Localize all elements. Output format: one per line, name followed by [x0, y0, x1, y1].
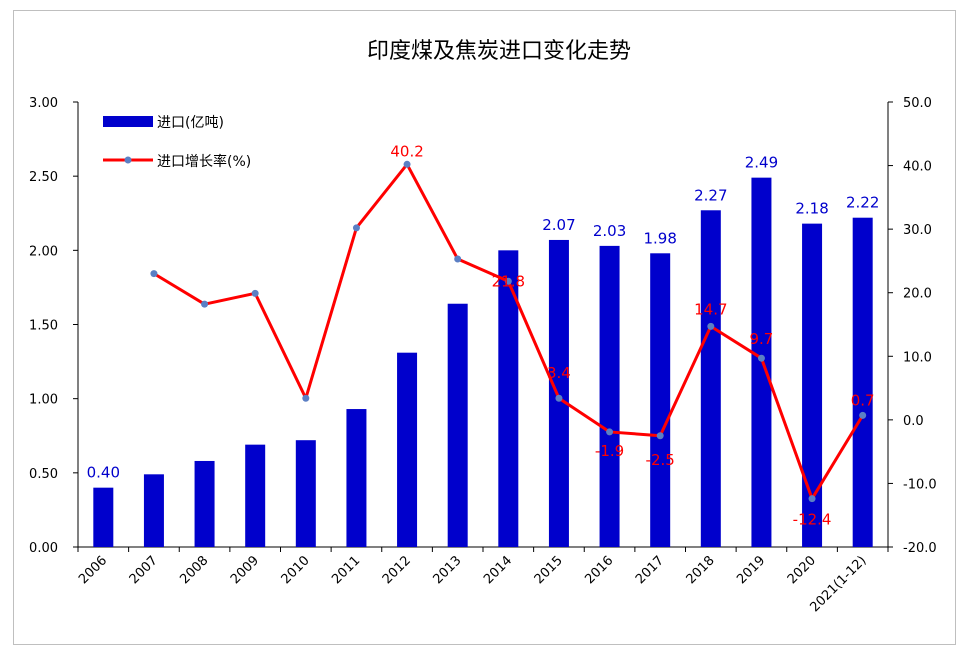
y-right-tick-label: 30.0 — [903, 223, 932, 238]
y-left-tick-label: 3.00 — [29, 96, 58, 111]
legend-line-label: 进口增长率(%) — [157, 153, 251, 170]
axes-layer: 0.00 0.50 1.00 1.50 2.00 2.50 3.00 -20.0 -10.0 0.… — [29, 96, 937, 615]
bar-2021(1-12) — [852, 217, 873, 547]
growth-value-label: 0.7 — [851, 391, 875, 409]
bar-value-label: 2.22 — [846, 194, 879, 212]
bar-2015 — [548, 239, 569, 547]
legend-line-marker — [124, 156, 132, 164]
growth-value-label: 21.8 — [492, 272, 525, 290]
growth-point-2021(1-12) — [859, 411, 867, 419]
growth-point-2012 — [403, 160, 411, 168]
y-right-tick-label: -20.0 — [903, 541, 937, 556]
growth-value-label: -1.9 — [595, 442, 624, 460]
growth-value-label: -12.4 — [793, 511, 832, 529]
bar-2010 — [295, 440, 316, 547]
bar-value-label: 2.49 — [745, 154, 778, 172]
bar-2017 — [650, 253, 671, 548]
bar-value-label: 2.07 — [542, 216, 575, 234]
x-tick-label: 2013 — [431, 553, 465, 587]
y-left-tick-label: 1.50 — [29, 319, 58, 334]
y-left-tick-label: 2.00 — [29, 244, 58, 259]
growth-point-2009 — [251, 289, 259, 297]
bar-value-label: 2.18 — [795, 200, 828, 218]
growth-point-2016 — [606, 428, 614, 436]
y-right-tick-label: 10.0 — [903, 350, 932, 365]
chart-title: 印度煤及焦炭进口变化走势 — [367, 39, 631, 64]
x-tick-label: 2019 — [734, 553, 768, 587]
y-right-tick-label: 0.0 — [903, 414, 924, 429]
bar-value-label: 2.27 — [694, 186, 727, 204]
bar-value-label: 1.98 — [643, 229, 676, 247]
x-tick-label: 2009 — [228, 553, 262, 587]
legend: 进口(亿吨) 进口增长率(%) — [103, 115, 251, 170]
growth-value-label: 40.2 — [390, 142, 423, 160]
legend-bar-swatch — [103, 116, 153, 127]
bar-2012 — [397, 352, 418, 547]
y-left-tick-label: 2.50 — [29, 170, 58, 185]
bar-2020 — [802, 223, 823, 547]
growth-point-2020 — [808, 495, 816, 503]
bar-2016 — [599, 245, 620, 547]
y-right-tick-label: -10.0 — [903, 477, 937, 492]
growth-point-2015 — [555, 394, 563, 402]
growth-point-2013 — [454, 255, 462, 263]
growth-point-2014 — [504, 277, 512, 285]
legend-bar-label: 进口(亿吨) — [157, 115, 224, 131]
y-left-tick-label: 1.00 — [29, 393, 58, 408]
bar-2006 — [93, 487, 114, 547]
bar-2008 — [194, 460, 215, 547]
growth-point-2008 — [201, 300, 209, 308]
bars-layer — [93, 177, 873, 548]
x-tick-label: 2006 — [76, 553, 110, 587]
bar-2013 — [447, 303, 468, 547]
x-tick-label: 2011 — [329, 553, 363, 587]
line-layer — [150, 160, 867, 503]
y-right-tick-label: 40.0 — [903, 160, 932, 175]
y-left-tick-label: 0.00 — [29, 541, 58, 556]
bar-value-label: 2.03 — [593, 222, 626, 240]
growth-value-label: 3.4 — [547, 364, 571, 382]
y-right-tick-label: 20.0 — [903, 287, 932, 302]
bar-2009 — [245, 444, 266, 547]
x-tick-label: 2015 — [532, 553, 566, 587]
x-tick-label: 2016 — [582, 553, 616, 587]
bar-2014 — [498, 250, 519, 548]
bar-2011 — [346, 409, 367, 547]
growth-point-2010 — [302, 394, 310, 402]
y-right-tick-label: 50.0 — [903, 96, 932, 111]
growth-point-2018 — [707, 322, 715, 330]
growth-value-label: 14.7 — [694, 300, 727, 318]
growth-point-2017 — [656, 432, 664, 440]
growth-point-2019 — [757, 354, 765, 362]
x-tick-label: 2020 — [785, 553, 819, 587]
x-tick-label: 2010 — [279, 553, 313, 587]
bar-2018 — [700, 210, 721, 548]
chart-frame — [13, 10, 956, 645]
x-tick-label: 2014 — [481, 553, 515, 587]
labels-layer: 0.40 2.07 2.03 1.98 2.27 2.49 2.18 2.22 40.2 21.8… — [87, 142, 880, 528]
x-tick-label: 2017 — [633, 553, 667, 587]
x-tick-label: 2012 — [380, 553, 414, 587]
bar-value-label: 0.40 — [87, 464, 120, 482]
growth-value-label: -2.5 — [646, 451, 675, 469]
x-tick-label: 2008 — [177, 553, 211, 587]
growth-point-2007 — [150, 270, 158, 278]
growth-point-2011 — [352, 224, 360, 232]
growth-value-label: 9.7 — [750, 330, 774, 348]
y-left-tick-label: 0.50 — [29, 467, 58, 482]
x-tick-label: 2007 — [127, 553, 161, 587]
bar-2007 — [143, 474, 164, 547]
x-tick-label: 2018 — [684, 553, 718, 587]
